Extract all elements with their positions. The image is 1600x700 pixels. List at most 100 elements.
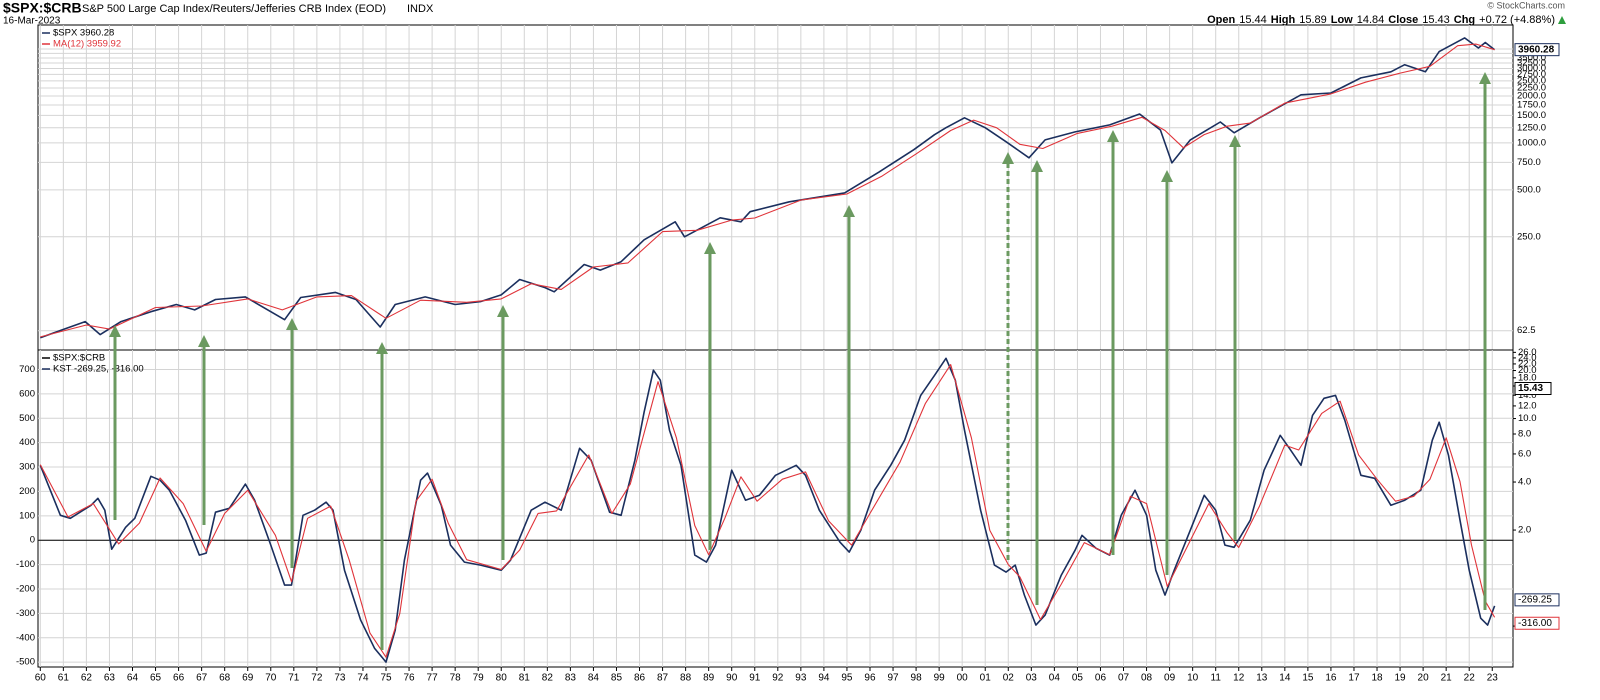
annotation-arrowhead [1107,130,1119,142]
x-tick-label: 71 [288,673,300,684]
x-tick-label: 85 [611,673,623,684]
date: 16-Mar-2023 [3,16,61,27]
x-tick-label: 10 [1187,673,1199,684]
y2-tick-label: 6.0 [1518,448,1531,459]
x-tick-label: 60 [35,673,47,684]
y-tick-label: 400 [19,437,35,448]
x-tick-label: 20 [1418,673,1430,684]
y-tick-label: 2750.0 [1517,69,1546,80]
x-tick-label: 05 [1072,673,1084,684]
quote-item: +0.72 (+4.88%) [1479,14,1555,26]
x-tick-label: 66 [173,673,185,684]
x-tick-label: 96 [864,673,876,684]
quote-item: 15.44 [1239,14,1267,26]
quote-item: High [1271,14,1296,26]
exchange: INDX [407,3,434,15]
quote-item: 14.84 [1357,14,1385,26]
y-tick-label: 300 [19,462,35,473]
y-tick-label: 2000.0 [1517,90,1546,101]
y-tick-label: 700 [19,364,35,375]
x-tick-label: 62 [81,673,93,684]
value-tag [1514,616,1560,630]
x-tick-label: 92 [772,673,784,684]
x-tick-label: 00 [957,673,969,684]
x-tick-label: 70 [265,673,277,684]
y-tick-label: 750.0 [1517,157,1541,168]
x-tick-label: 21 [1441,673,1453,684]
legend-label: MA(12) 3959.92 [53,39,121,50]
instrument-name: S&P 500 Large Cap Index/Reuters/Jefferie… [82,3,386,15]
annotation-arrowhead [286,318,298,330]
x-tick-label: 65 [150,673,162,684]
x-tick-label: 16 [1325,673,1337,684]
annotation-arrowhead [497,305,509,317]
x-tick-label: 02 [1003,673,1015,684]
series-line [40,43,1495,338]
x-tick-label: 19 [1395,673,1407,684]
x-tick-label: 88 [680,673,692,684]
x-tick-label: 17 [1348,673,1360,684]
quote-item: 15.43 [1422,14,1450,26]
x-tick-label: 01 [980,673,992,684]
x-tick-label: 91 [749,673,761,684]
x-tick-label: 04 [1049,673,1061,684]
y2-tick-label: 22.0 [1518,358,1537,369]
y2-tick-label: 26.0 [1518,347,1537,358]
x-tick-label: 13 [1256,673,1268,684]
y2-tick-label: 8.0 [1518,429,1531,440]
value-tag-label: -316.00 [1518,618,1552,629]
annotation-arrowhead [1002,152,1014,164]
y-tick-label: -300 [16,608,35,619]
y-tick-label: -400 [16,632,35,643]
value-tag [1514,382,1552,396]
quote-item: Close [1388,14,1418,26]
x-tick-label: 07 [1118,673,1130,684]
x-tick-label: 72 [311,673,323,684]
value-tag [1514,43,1560,57]
annotation-arrowhead [1479,72,1491,84]
y-tick-label: 600 [19,388,35,399]
y2-tick-label: 18.0 [1518,372,1537,383]
x-tick-label: 67 [196,673,208,684]
y-tick-label: 3500.0 [1517,53,1546,64]
quote-item: Open [1207,14,1235,26]
x-tick-label: 84 [588,673,600,684]
y-tick-label: 3000.0 [1517,63,1546,74]
panel [37,349,1514,668]
x-tick-label: 18 [1371,673,1383,684]
y2-tick-label: 24.0 [1518,352,1537,363]
value-tag-label: -269.25 [1518,594,1552,605]
x-tick-label: 93 [795,673,807,684]
x-tick-label: 23 [1487,673,1499,684]
x-tick-label: 74 [357,673,369,684]
y-tick-label: -200 [16,583,35,594]
y-tick-label: 500.0 [1517,184,1541,195]
y-tick-label: 0 [30,535,35,546]
y-tick-label: -500 [16,657,35,668]
value-tag-label: 15.43 [1518,383,1543,394]
x-tick-label: 75 [380,673,392,684]
y-tick-label: 100 [19,510,35,521]
annotation-arrowhead [1161,170,1173,182]
x-tick-label: 76 [403,673,415,684]
x-tick-label: 15 [1302,673,1314,684]
change-arrow [1558,16,1566,24]
series-line [39,357,1496,663]
x-tick-label: 06 [1095,673,1107,684]
y-tick-label: 1000.0 [1517,137,1546,148]
annotation-arrowhead [1031,160,1043,172]
x-tick-label: 87 [657,673,669,684]
x-tick-label: 89 [703,673,715,684]
x-tick-label: 99 [934,673,946,684]
annotation-arrowhead [109,325,121,337]
x-tick-label: 79 [473,673,485,684]
y-tick-label: 250.0 [1517,231,1541,242]
credit: © StockCharts.com [1487,0,1565,10]
legend-label: KST -269.25, -316.00 [53,364,144,375]
annotation-arrowhead [376,342,388,354]
value-tag [1514,593,1560,607]
symbol: $SPX:$CRB [3,0,82,16]
x-tick-label: 77 [427,673,439,684]
